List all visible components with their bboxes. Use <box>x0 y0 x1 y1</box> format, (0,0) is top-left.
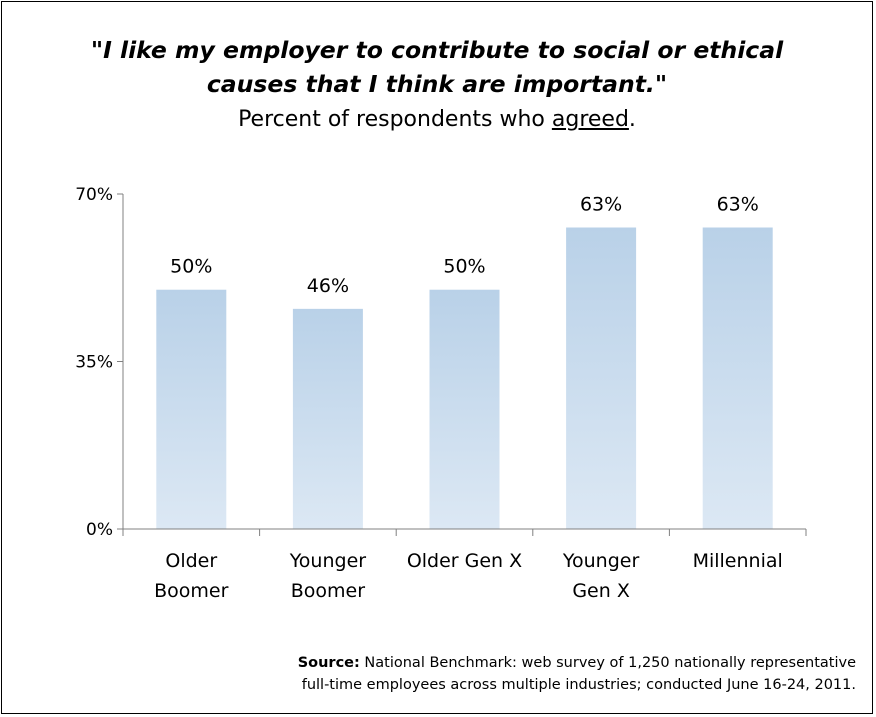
source-text-1: National Benchmark: web survey of 1,250 … <box>359 655 856 671</box>
data-label-3: 63% <box>580 194 622 216</box>
subtitle-underlined: agreed <box>551 107 629 132</box>
category-label-2: Older Gen X <box>407 550 522 572</box>
source-note: Source: National Benchmark: web survey o… <box>96 652 856 696</box>
category-label-3: Younger Gen X <box>562 550 640 602</box>
y-tick-label-2: 70% <box>75 185 113 205</box>
data-label-4: 63% <box>717 194 759 216</box>
source-line-2: full-time employees across multiple indu… <box>301 677 856 693</box>
data-label-2: 50% <box>443 256 485 278</box>
data-label-0: 50% <box>170 256 212 278</box>
y-tick-label-0: 0% <box>86 520 113 540</box>
subtitle-prefix: Percent of respondents who <box>238 107 552 132</box>
category-label-4: Millennial <box>693 550 783 572</box>
data-label-1: 46% <box>307 275 349 297</box>
chart-subtitle: Percent of respondents who agreed. <box>2 103 872 137</box>
category-label-1: Younger Boomer <box>289 550 367 602</box>
bar-3 <box>566 227 637 529</box>
category-label-0: Older Boomer <box>154 550 228 602</box>
source-line-1: Source: National Benchmark: web survey o… <box>96 652 856 674</box>
bar-2 <box>429 289 500 529</box>
bar-1 <box>292 308 363 529</box>
chart-title-line-1: "I like my employer to contribute to soc… <box>90 36 784 64</box>
bar-0 <box>156 289 227 529</box>
source-label: Source: <box>297 655 360 671</box>
bar-4 <box>702 227 773 529</box>
subtitle-suffix: . <box>628 107 636 132</box>
chart-title-line-2: causes that I think are important." <box>206 70 668 98</box>
y-tick-label-1: 35% <box>75 353 113 373</box>
